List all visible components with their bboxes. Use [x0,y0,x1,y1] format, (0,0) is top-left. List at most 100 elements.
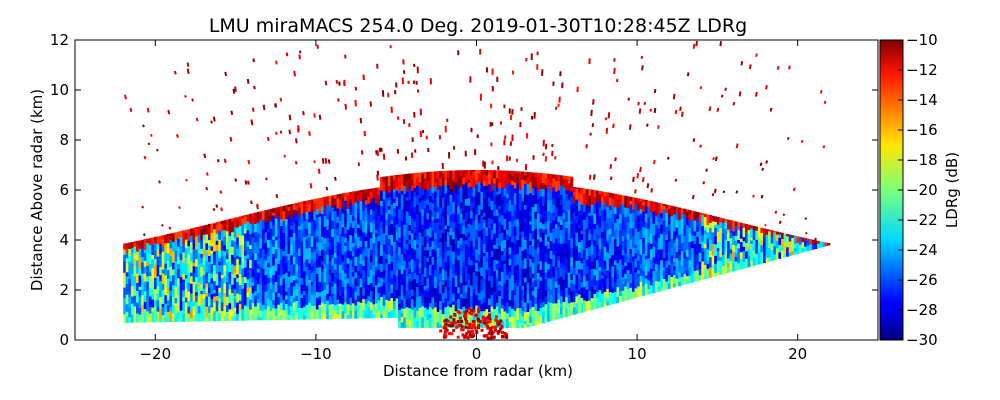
ldr-cell [449,220,453,229]
ldr-cell [588,206,592,213]
ldr-cell [526,205,530,214]
ldr-cell [349,286,353,298]
ldr-cell [434,211,438,220]
ldr-cell [308,294,312,303]
ldr-cell [205,234,209,244]
near-radar-cell [459,323,463,327]
ldr-cell [282,256,286,262]
ldr-cell [498,170,502,172]
ldr-cell [326,271,330,278]
ldr-cell [190,272,193,277]
noise-dash [628,124,632,130]
ldr-cell [477,267,481,273]
ldr-cell [431,171,435,177]
ldr-cell [241,224,245,236]
ldr-cell [333,269,337,278]
ldr-cell [793,250,797,255]
ldr-cell [390,287,394,294]
ldr-cell [439,256,443,267]
ldr-cell [282,309,286,320]
noise-dash [652,159,656,165]
ldr-cell [470,250,474,261]
ldr-cell [616,269,620,275]
ldr-cell [362,310,366,319]
noise-dash [759,162,763,167]
ldr-cell [804,246,808,252]
near-radar-cell [460,320,464,323]
ldr-cell [395,259,399,270]
ldr-cell [691,266,695,274]
ldr-cell [351,284,355,289]
ldr-cell [655,241,659,254]
ldr-cell [624,273,628,279]
ldr-cell [703,226,707,231]
ldr-cell [565,179,569,191]
ldr-cell [205,283,209,288]
ldr-cell [524,174,527,181]
ldr-cell [375,284,378,296]
ldr-cell [488,206,492,219]
ldr-cell [123,313,127,323]
ldr-cell [601,248,605,257]
ldr-cell [411,295,414,300]
ldr-cell [436,262,440,269]
ldr-cell [814,240,818,245]
ldr-cell [259,248,263,258]
ldr-cell [588,229,592,234]
near-radar-cell [489,336,493,340]
ldr-cell [344,296,348,303]
ldr-cell [256,260,260,265]
ldr-cell [511,308,515,317]
ldr-cell [421,263,425,275]
ldr-cell [603,256,607,261]
ldr-cell [274,291,278,303]
ldr-cell [159,243,163,254]
ldr-cell [467,264,471,274]
ldr-cell [449,306,453,315]
ldr-cell [220,274,224,279]
ldr-cell [182,279,186,284]
ldr-cell [639,291,643,297]
ldr-cell [732,220,736,232]
ldr-cell [680,265,684,274]
ldr-cell [539,203,543,214]
ldr-cell [482,278,486,282]
ldr-cell [321,290,324,303]
ldr-cell [511,184,515,194]
ldr-cell [721,222,725,234]
ldr-cell [565,175,569,180]
ldr-cell [390,178,394,190]
ldr-cell [128,293,132,297]
ldr-cell [269,239,273,244]
ldr-cell [195,295,199,302]
ldr-cell [295,202,299,206]
ldr-cell [182,273,186,280]
ldr-cell [434,276,438,283]
ldr-cell [385,219,389,227]
ldr-cell [513,182,517,189]
ldr-cell [226,249,229,254]
ldr-cell [331,211,335,221]
ldr-cell [231,231,235,241]
ldr-cell [436,247,440,257]
ldr-cell [344,262,348,271]
ldr-cell [570,257,574,267]
ldr-cell [667,224,671,231]
ldr-cell [459,170,463,177]
ldr-cell [457,255,461,261]
ldr-cell [372,314,376,319]
ldr-cell [344,313,348,319]
ldr-cell [524,217,527,223]
ldr-cell [174,303,178,313]
noise-dash [294,161,298,165]
ldr-cell [565,254,569,259]
ldr-cell [580,303,584,313]
ldr-cell [518,285,522,298]
ldr-cell [557,175,561,182]
ldr-cell [585,247,589,253]
ldr-cell [305,200,309,212]
ldr-cell [426,309,430,314]
ldr-cell [446,214,450,226]
ldr-cell [431,219,435,231]
ldr-cell [706,260,710,264]
